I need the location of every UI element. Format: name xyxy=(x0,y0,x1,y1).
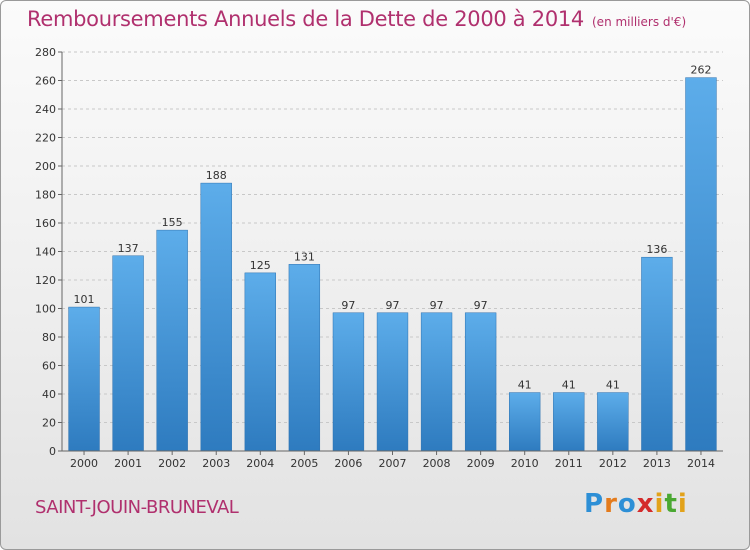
bar-value-label: 136 xyxy=(646,243,667,256)
y-tick-label: 60 xyxy=(42,360,56,373)
y-tick-label: 260 xyxy=(35,75,56,88)
bar-value-label: 41 xyxy=(562,379,576,392)
commune-name: SAINT-JOUIN-BRUNEVAL xyxy=(35,497,239,518)
bar-value-label: 41 xyxy=(606,379,620,392)
bars xyxy=(68,77,717,452)
axes: 0 20 40 60 80 100 120 140 160 180 200 220 240 260 280 2… xyxy=(35,46,723,470)
bar-2010 xyxy=(509,392,541,452)
bar-value-label: 97 xyxy=(341,299,355,312)
x-tick-label: 2010 xyxy=(511,457,539,470)
bar-2013 xyxy=(641,256,673,452)
x-tick-label: 2002 xyxy=(158,457,186,470)
chart-title-text: Remboursements Annuels de la Dette de 20… xyxy=(27,7,584,31)
x-tick-label: 2001 xyxy=(114,457,142,470)
x-tick-label: 2004 xyxy=(246,457,274,470)
x-tick-label: 2000 xyxy=(70,457,98,470)
data-labels: 101 137 155 188 125 131 97 97 97 97 41 41 41 136 262 xyxy=(74,64,712,392)
y-tick-label: 220 xyxy=(35,132,56,145)
y-tick-label: 280 xyxy=(35,46,56,59)
x-tick-label: 2011 xyxy=(555,457,583,470)
bar-2008 xyxy=(420,312,453,452)
bar-2004 xyxy=(244,272,276,452)
bar-value-label: 188 xyxy=(206,169,227,182)
bar-value-label: 137 xyxy=(118,242,139,255)
bar-value-label: 97 xyxy=(474,299,488,312)
bar-2012 xyxy=(597,392,629,452)
y-tick-label: 120 xyxy=(35,274,56,287)
y-tick-label: 80 xyxy=(42,331,56,344)
bar-value-label: 41 xyxy=(518,379,532,392)
bar-2009 xyxy=(464,312,497,452)
x-tick-label: 2006 xyxy=(334,457,362,470)
bar-2006 xyxy=(332,312,365,452)
bar-2000 xyxy=(68,306,100,452)
bar-2005 xyxy=(288,264,321,452)
y-tick-label: 140 xyxy=(35,246,56,259)
bar-value-label: 125 xyxy=(250,259,271,272)
x-tick-label: 2005 xyxy=(290,457,318,470)
x-tick-label: 2009 xyxy=(467,457,495,470)
bar-2003 xyxy=(200,182,232,452)
y-tick-label: 240 xyxy=(35,103,56,116)
bar-2011 xyxy=(553,392,585,452)
y-tick-label: 100 xyxy=(35,303,56,316)
y-tick-label: 0 xyxy=(49,445,56,458)
bar-value-label: 97 xyxy=(430,299,444,312)
x-tick-label: 2012 xyxy=(599,457,627,470)
bar-value-label: 131 xyxy=(294,250,315,263)
x-tick-label: 2003 xyxy=(202,457,230,470)
x-tick-label: 2008 xyxy=(423,457,451,470)
bar-2001 xyxy=(112,255,144,452)
y-tick-label: 180 xyxy=(35,189,56,202)
bar-2014 xyxy=(685,77,717,452)
bar-value-label: 155 xyxy=(162,216,183,229)
bar-value-label: 97 xyxy=(386,299,400,312)
y-tick-label: 200 xyxy=(35,160,56,173)
y-tick-label: 160 xyxy=(35,217,56,230)
y-tick-label: 20 xyxy=(42,417,56,430)
y-tick-label: 40 xyxy=(42,388,56,401)
bar-value-label: 101 xyxy=(74,293,95,306)
bar-2002 xyxy=(156,229,188,452)
x-tick-label: 2013 xyxy=(643,457,671,470)
chart-unit-label: (en milliers d'€) xyxy=(592,15,687,29)
bar-2007 xyxy=(376,312,409,452)
bar-value-label: 262 xyxy=(690,64,711,77)
x-tick-label: 2014 xyxy=(687,457,715,470)
chart-title: Remboursements Annuels de la Dette de 20… xyxy=(27,7,686,31)
x-tick-label: 2007 xyxy=(379,457,407,470)
proxiti-logo: Proxiti xyxy=(584,489,688,519)
